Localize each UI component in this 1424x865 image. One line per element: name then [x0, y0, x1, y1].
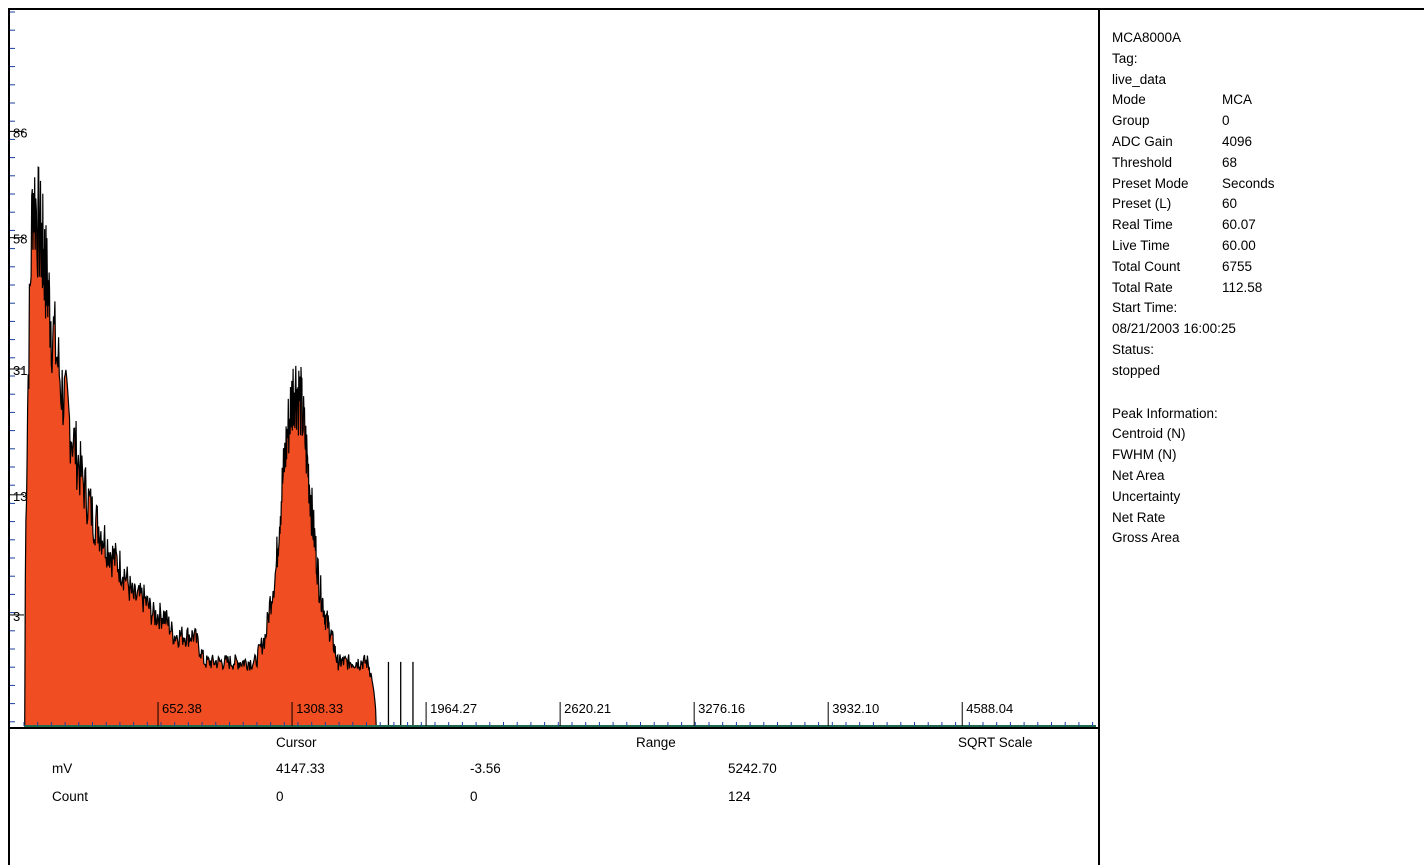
plot-bottom-separator [8, 727, 1100, 729]
peak-gross-area: Gross Area [1112, 530, 1180, 546]
count-range-min: 0 [470, 789, 478, 804]
spectrum-plot[interactable]: 652.38 1308.33 1964.27 2620.21 3276.16 3932.1… [0, 0, 1100, 730]
mv-cursor-value: 4147.33 [276, 761, 325, 776]
info-key-adc-gain: ADC Gain [1112, 133, 1173, 149]
peak-info-title: Peak Information: [1112, 405, 1218, 421]
info-value-real-time: 60.07 [1222, 217, 1256, 233]
info-key-live-time: Live Time [1112, 237, 1170, 253]
cursor-column-header: Cursor [276, 735, 317, 750]
info-value-total-rate: 112.58 [1222, 279, 1263, 295]
x-tick-label-3: 2620.21 [564, 701, 611, 716]
info-value-mode: MCA [1222, 92, 1252, 108]
info-value-preset-mode: Seconds [1222, 175, 1275, 191]
info-key-preset-mode: Preset Mode [1112, 175, 1189, 191]
cursor-panel: Cursor Range SQRT Scale mV 4147.33 -3.56… [0, 729, 1098, 865]
info-panel: MCA8000A Tag: live_data Mode MCA Group 0 A… [1112, 28, 1275, 549]
mv-range-min: -3.56 [470, 761, 501, 776]
x-tick-label-0: 652.38 [162, 701, 202, 716]
count-range-max: 124 [728, 789, 751, 804]
spectrum-area [24, 167, 426, 726]
status-value: stopped [1112, 362, 1161, 378]
device-name: MCA8000A [1112, 30, 1182, 45]
count-cursor-value: 0 [276, 789, 284, 804]
info-key-threshold: Threshold [1112, 154, 1173, 170]
y-tick-label-3: 13 [13, 489, 27, 504]
peak-net-rate: Net Rate [1112, 509, 1166, 525]
spectrum-outline [24, 166, 426, 727]
peak-fwhm: FWHM (N) [1112, 447, 1177, 463]
range-column-header: Range [636, 735, 676, 750]
info-key-mode: Mode [1112, 92, 1146, 108]
mv-row-label: mV [52, 761, 73, 776]
info-value-group: 0 [1222, 113, 1230, 129]
info-key-preset-l: Preset (L) [1112, 196, 1172, 212]
y-tick-label-4: 3 [13, 609, 20, 624]
status-label: Status: [1112, 341, 1155, 357]
window-frame [8, 8, 1424, 865]
info-key-total-rate: Total Rate [1112, 279, 1173, 295]
panel-divider [1098, 8, 1100, 865]
y-tick-label-2: 31 [13, 363, 27, 378]
x-tick-label-1: 1308.33 [296, 701, 343, 716]
peak-centroid: Centroid (N) [1112, 426, 1186, 442]
start-time-value: 08/21/2003 16:00:25 [1112, 321, 1236, 337]
peak-net-area: Net Area [1112, 467, 1165, 483]
start-time-label: Start Time: [1112, 300, 1178, 316]
info-value-total-count: 6755 [1222, 258, 1253, 274]
info-key-total-count: Total Count [1112, 258, 1181, 274]
peak-uncertainty: Uncertainty [1112, 488, 1181, 504]
info-value-adc-gain: 4096 [1222, 133, 1253, 149]
tag-label: Tag: [1112, 50, 1138, 66]
y-tick-label-1: 58 [13, 232, 27, 247]
sqrt-scale-toggle[interactable]: SQRT Scale [958, 735, 1033, 750]
info-value-live-time: 60.00 [1222, 237, 1256, 253]
x-tick-label-2: 1964.27 [430, 701, 477, 716]
tag-value: live_data [1112, 71, 1167, 87]
info-key-real-time: Real Time [1112, 217, 1173, 233]
info-value-threshold: 68 [1222, 154, 1238, 170]
x-tick-label-5: 3932.10 [832, 701, 879, 716]
x-tick-label-4: 3276.16 [698, 701, 745, 716]
mv-range-max: 5242.70 [728, 761, 777, 776]
info-key-group: Group [1112, 113, 1150, 129]
y-tick-label-0: 86 [13, 125, 27, 140]
count-row-label: Count [52, 789, 89, 804]
x-tick-label-6: 4588.04 [966, 701, 1013, 716]
info-value-preset-l: 60 [1222, 196, 1238, 212]
